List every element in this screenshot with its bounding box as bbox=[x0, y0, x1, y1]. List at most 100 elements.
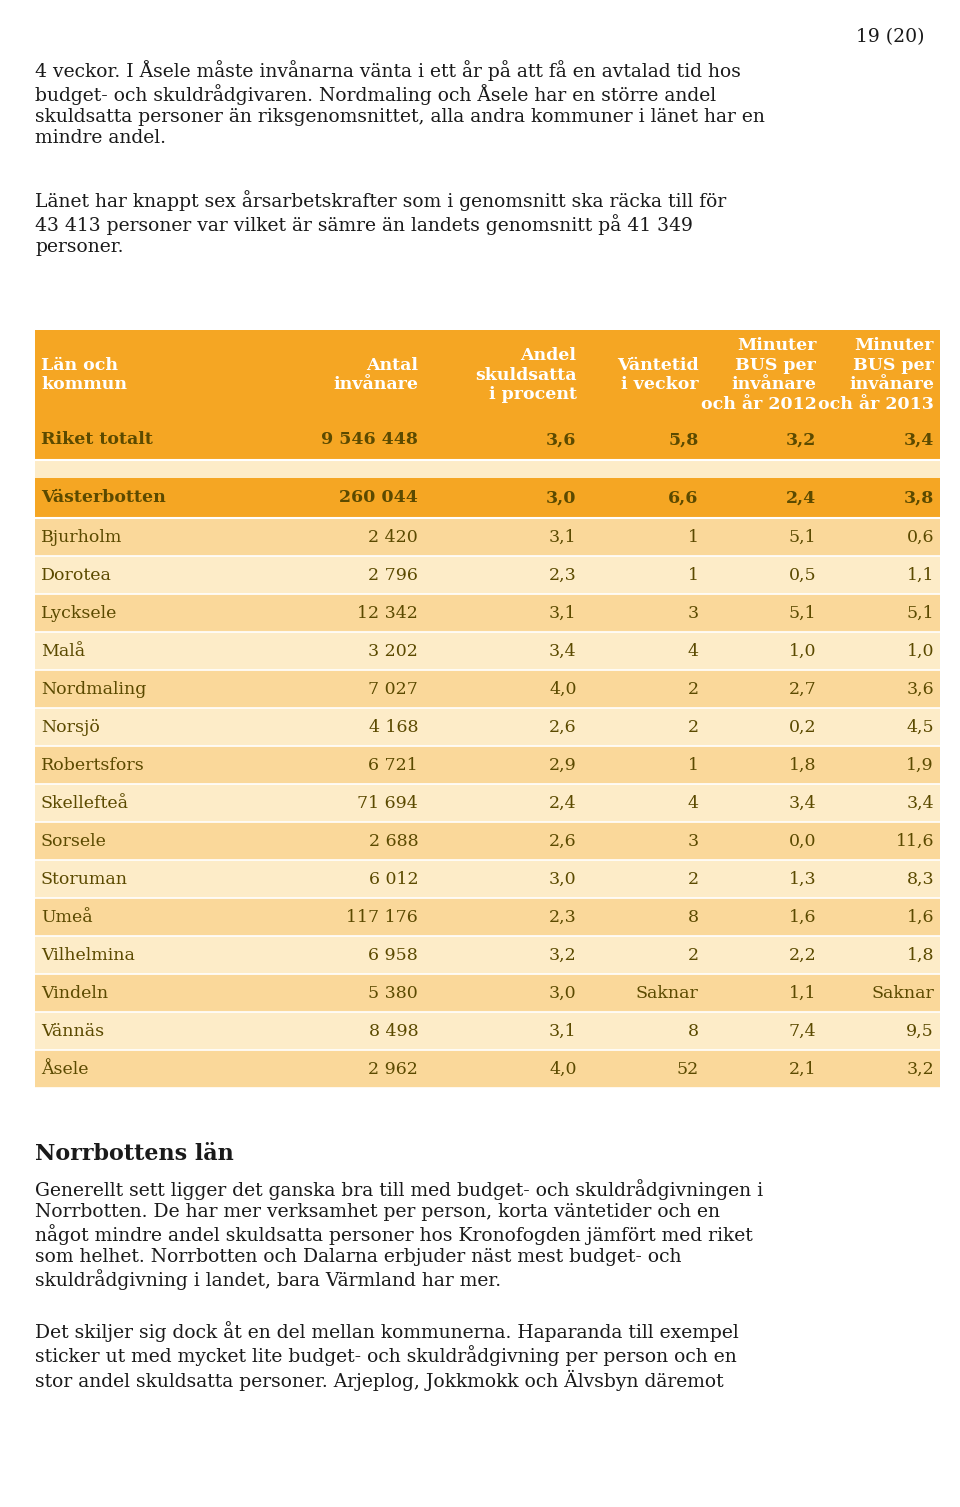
Text: 4: 4 bbox=[687, 794, 699, 811]
Text: 1,1: 1,1 bbox=[789, 984, 816, 1002]
Text: 3,8: 3,8 bbox=[903, 490, 934, 506]
Text: 1,8: 1,8 bbox=[906, 946, 934, 963]
Text: 1,9: 1,9 bbox=[906, 757, 934, 773]
Bar bbox=[35, 671, 940, 708]
Text: 12 342: 12 342 bbox=[357, 604, 419, 621]
Bar bbox=[35, 898, 940, 936]
Text: 3,6: 3,6 bbox=[546, 431, 577, 449]
Text: Bjurholm: Bjurholm bbox=[41, 529, 122, 546]
Text: 6,6: 6,6 bbox=[668, 490, 699, 506]
Text: 3,2: 3,2 bbox=[786, 431, 816, 449]
Text: 6 721: 6 721 bbox=[369, 757, 419, 773]
Text: Det skiljer sig dock åt en del mellan kommunerna. Haparanda till exempel
sticker: Det skiljer sig dock åt en del mellan ko… bbox=[35, 1322, 739, 1391]
Text: 2: 2 bbox=[687, 946, 699, 963]
Text: 2,7: 2,7 bbox=[788, 681, 816, 698]
Text: 3,0: 3,0 bbox=[549, 984, 577, 1002]
Text: Norsjö: Norsjö bbox=[41, 719, 100, 735]
Text: Umeå: Umeå bbox=[41, 909, 92, 925]
Text: 3,4: 3,4 bbox=[549, 642, 577, 660]
Text: 2: 2 bbox=[687, 681, 699, 698]
Text: 2: 2 bbox=[687, 719, 699, 735]
Text: 0,5: 0,5 bbox=[789, 567, 816, 583]
Bar bbox=[35, 330, 940, 420]
Text: 8,3: 8,3 bbox=[906, 871, 934, 888]
Text: 4,0: 4,0 bbox=[549, 681, 577, 698]
Text: 7 027: 7 027 bbox=[369, 681, 419, 698]
Text: 1: 1 bbox=[687, 529, 699, 546]
Text: 2,2: 2,2 bbox=[788, 946, 816, 963]
Text: 3,2: 3,2 bbox=[906, 1061, 934, 1078]
Text: 4,5: 4,5 bbox=[906, 719, 934, 735]
Text: 7,4: 7,4 bbox=[789, 1023, 816, 1040]
Text: Åsele: Åsele bbox=[41, 1061, 88, 1078]
Text: 3,0: 3,0 bbox=[546, 490, 577, 506]
Text: 3,4: 3,4 bbox=[906, 794, 934, 811]
Text: 2,4: 2,4 bbox=[549, 794, 577, 811]
Bar bbox=[35, 478, 940, 518]
Text: 5,1: 5,1 bbox=[789, 529, 816, 546]
Text: 2 796: 2 796 bbox=[369, 567, 419, 583]
Text: Minuter
BUS per
invånare
och år 2013: Minuter BUS per invånare och år 2013 bbox=[818, 338, 934, 413]
Text: 3,6: 3,6 bbox=[906, 681, 934, 698]
Text: 1,1: 1,1 bbox=[906, 567, 934, 583]
Text: Vindeln: Vindeln bbox=[41, 984, 108, 1002]
Text: 6 958: 6 958 bbox=[369, 946, 419, 963]
Text: Nordmaling: Nordmaling bbox=[41, 681, 146, 698]
Text: Vilhelmina: Vilhelmina bbox=[41, 946, 134, 963]
Text: 117 176: 117 176 bbox=[347, 909, 419, 925]
Text: Antal
invånare: Antal invånare bbox=[333, 357, 419, 393]
Text: Riket totalt: Riket totalt bbox=[41, 431, 153, 449]
Text: 5,1: 5,1 bbox=[789, 604, 816, 621]
Bar bbox=[35, 556, 940, 594]
Bar bbox=[35, 420, 940, 460]
Text: 1,3: 1,3 bbox=[789, 871, 816, 888]
Text: 1,8: 1,8 bbox=[789, 757, 816, 773]
Text: 1,0: 1,0 bbox=[789, 642, 816, 660]
Text: 2 420: 2 420 bbox=[369, 529, 419, 546]
Text: Väntetid
i veckor: Väntetid i veckor bbox=[617, 357, 699, 393]
Text: Saknar: Saknar bbox=[871, 984, 934, 1002]
Text: Skellefteå: Skellefteå bbox=[41, 794, 129, 811]
Text: 0,2: 0,2 bbox=[789, 719, 816, 735]
Bar bbox=[35, 974, 940, 1013]
Bar bbox=[35, 460, 940, 478]
Bar bbox=[35, 746, 940, 784]
Text: Saknar: Saknar bbox=[636, 984, 699, 1002]
Text: 3,1: 3,1 bbox=[549, 1023, 577, 1040]
Text: 5,8: 5,8 bbox=[668, 431, 699, 449]
Bar bbox=[35, 784, 940, 821]
Text: 5 380: 5 380 bbox=[369, 984, 419, 1002]
Text: 1: 1 bbox=[687, 567, 699, 583]
Text: 3,4: 3,4 bbox=[789, 794, 816, 811]
Text: 2: 2 bbox=[687, 871, 699, 888]
Text: 3: 3 bbox=[687, 832, 699, 850]
Text: 1,6: 1,6 bbox=[906, 909, 934, 925]
Text: 4,0: 4,0 bbox=[549, 1061, 577, 1078]
Text: 8: 8 bbox=[687, 1023, 699, 1040]
Text: 0,6: 0,6 bbox=[906, 529, 934, 546]
Text: Andel
skuldsatta
i procent: Andel skuldsatta i procent bbox=[475, 347, 577, 402]
Text: 4 veckor. I Åsele måste invånarna vänta i ett år på att få en avtalad tid hos
bu: 4 veckor. I Åsele måste invånarna vänta … bbox=[35, 60, 765, 146]
Text: 8 498: 8 498 bbox=[369, 1023, 419, 1040]
Text: 0,0: 0,0 bbox=[789, 832, 816, 850]
Text: 8: 8 bbox=[687, 909, 699, 925]
Text: 9,5: 9,5 bbox=[906, 1023, 934, 1040]
Text: Länet har knappt sex årsarbetskrafter som i genomsnitt ska räcka till för
43 413: Länet har knappt sex årsarbetskrafter so… bbox=[35, 190, 727, 256]
Text: Storuman: Storuman bbox=[41, 871, 128, 888]
Text: 2,1: 2,1 bbox=[789, 1061, 816, 1078]
Text: 2,6: 2,6 bbox=[549, 832, 577, 850]
Text: 1: 1 bbox=[687, 757, 699, 773]
Text: Lycksele: Lycksele bbox=[41, 604, 117, 621]
Text: 2,4: 2,4 bbox=[786, 490, 816, 506]
Text: 3,1: 3,1 bbox=[549, 604, 577, 621]
Text: 2,3: 2,3 bbox=[549, 567, 577, 583]
Text: 1,6: 1,6 bbox=[789, 909, 816, 925]
Text: 3: 3 bbox=[687, 604, 699, 621]
Text: 3,2: 3,2 bbox=[549, 946, 577, 963]
Text: 5,1: 5,1 bbox=[906, 604, 934, 621]
Text: Malå: Malå bbox=[41, 642, 85, 660]
Text: Generellt sett ligger det ganska bra till med budget- och skuldrådgivningen i
No: Generellt sett ligger det ganska bra til… bbox=[35, 1178, 763, 1290]
Text: 2 688: 2 688 bbox=[369, 832, 419, 850]
Text: Vännäs: Vännäs bbox=[41, 1023, 104, 1040]
Text: 1,0: 1,0 bbox=[906, 642, 934, 660]
